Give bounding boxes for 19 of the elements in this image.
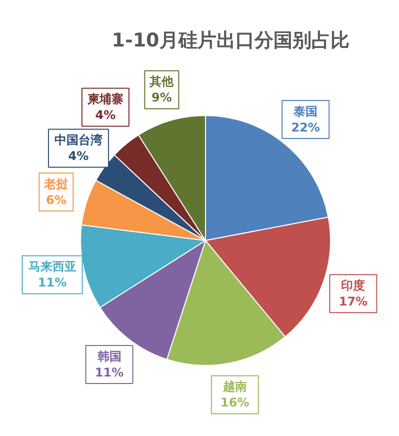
data-label: 11% bbox=[38, 276, 67, 290]
data-label: 16% bbox=[220, 396, 250, 410]
slice-label: 老挝 bbox=[43, 176, 70, 191]
slice-label: 柬埔寨 bbox=[86, 92, 124, 106]
data-label: 17% bbox=[338, 294, 368, 309]
data-label: 9% bbox=[152, 90, 172, 105]
slice-label: 其他 bbox=[148, 74, 175, 89]
data-label: 4% bbox=[68, 149, 89, 164]
slice-label: 越南 bbox=[222, 380, 247, 394]
slice-label: 中国台湾 bbox=[54, 133, 102, 148]
data-label: 11% bbox=[94, 366, 124, 380]
data-label: 6% bbox=[46, 192, 66, 207]
chart-title: 1-10月硅片出口分国别占比 bbox=[112, 30, 350, 52]
data-label: 22% bbox=[291, 120, 320, 135]
slice-label: 马来西亚 bbox=[28, 260, 76, 274]
slice-label: 印度 bbox=[341, 278, 366, 293]
slice-label: 泰国 bbox=[292, 104, 318, 119]
slice-label: 韩国 bbox=[96, 350, 122, 364]
data-label: 4% bbox=[95, 108, 116, 122]
